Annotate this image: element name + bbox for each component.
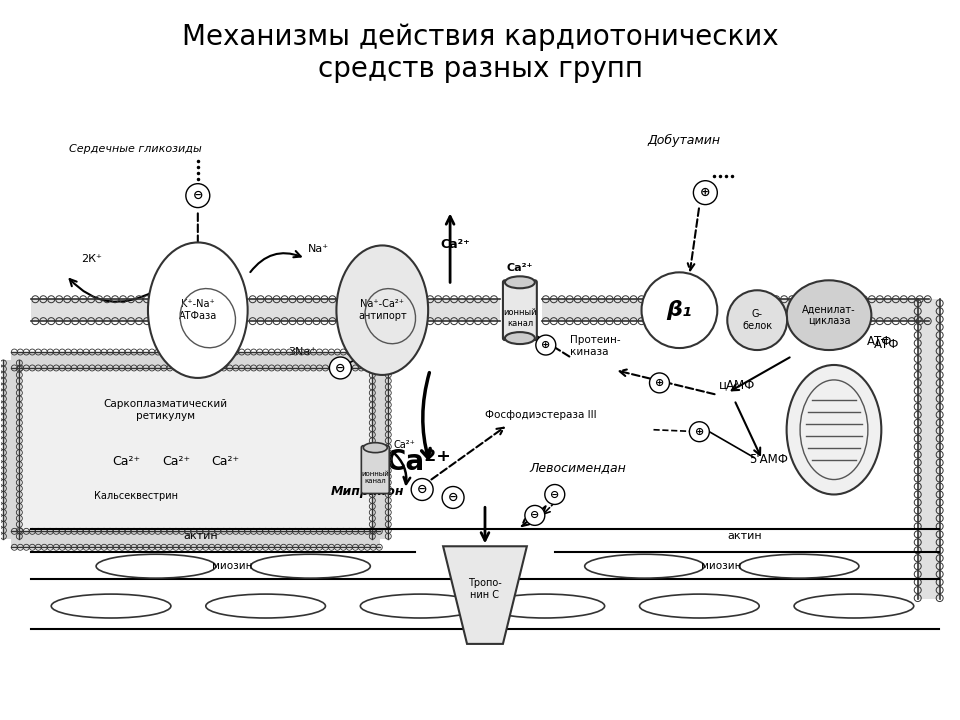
Text: ⊖: ⊖ bbox=[447, 491, 458, 504]
Circle shape bbox=[545, 485, 564, 505]
Ellipse shape bbox=[363, 443, 387, 453]
Ellipse shape bbox=[205, 594, 325, 618]
Text: Na⁺: Na⁺ bbox=[308, 244, 329, 254]
Text: ⊖: ⊖ bbox=[530, 510, 540, 521]
Text: Ca²⁺: Ca²⁺ bbox=[507, 264, 533, 274]
FancyBboxPatch shape bbox=[361, 446, 389, 493]
Ellipse shape bbox=[336, 246, 428, 375]
Text: АТФ: АТФ bbox=[874, 338, 900, 351]
Text: миозин: миозин bbox=[212, 561, 253, 571]
Text: ⊖: ⊖ bbox=[335, 361, 346, 374]
Circle shape bbox=[650, 373, 669, 393]
Text: ⊖: ⊖ bbox=[417, 483, 427, 496]
Text: Сердечные гликозиды: Сердечные гликозиды bbox=[69, 144, 202, 154]
Circle shape bbox=[728, 290, 787, 350]
Text: ионный
канал: ионный канал bbox=[361, 471, 389, 484]
Ellipse shape bbox=[639, 594, 759, 618]
Circle shape bbox=[443, 487, 464, 508]
Circle shape bbox=[693, 181, 717, 204]
Text: Мипринон: Мипринон bbox=[330, 485, 404, 498]
Text: Кальсеквестрин: Кальсеквестрин bbox=[94, 492, 178, 501]
Ellipse shape bbox=[786, 365, 881, 495]
Text: Добутамин: Добутамин bbox=[647, 135, 721, 148]
Ellipse shape bbox=[585, 554, 705, 578]
Text: Протеин-
киназа: Протеин- киназа bbox=[569, 336, 620, 357]
Bar bbox=[12, 531, 380, 547]
Text: ⊕: ⊕ bbox=[695, 427, 704, 437]
Bar bbox=[12, 360, 380, 539]
Text: Ca²⁺: Ca²⁺ bbox=[385, 448, 451, 476]
Text: 2К⁺: 2К⁺ bbox=[81, 254, 102, 264]
Ellipse shape bbox=[786, 280, 872, 350]
Ellipse shape bbox=[505, 276, 535, 288]
Ellipse shape bbox=[505, 332, 535, 344]
Text: β₁: β₁ bbox=[666, 300, 692, 320]
Text: цАМФ: цАМФ bbox=[719, 378, 756, 391]
Circle shape bbox=[186, 184, 210, 207]
Circle shape bbox=[641, 272, 717, 348]
Text: 3Na⁺: 3Na⁺ bbox=[288, 347, 317, 357]
Text: ⊖: ⊖ bbox=[550, 490, 560, 500]
Ellipse shape bbox=[360, 594, 480, 618]
Text: Механизмы действия кардиотонических
средств разных групп: Механизмы действия кардиотонических сред… bbox=[181, 23, 779, 84]
Text: Ca²⁺: Ca²⁺ bbox=[211, 454, 240, 467]
Text: ⊕: ⊕ bbox=[700, 186, 710, 199]
Ellipse shape bbox=[485, 594, 605, 618]
Text: АТФ: АТФ bbox=[867, 335, 893, 348]
FancyBboxPatch shape bbox=[503, 280, 537, 340]
Circle shape bbox=[411, 479, 433, 500]
Text: Ca²⁺: Ca²⁺ bbox=[441, 238, 470, 251]
Ellipse shape bbox=[96, 554, 216, 578]
Text: K⁺-Na⁺
АТФаза: K⁺-Na⁺ АТФаза bbox=[179, 300, 217, 321]
Bar bbox=[419, 300, 500, 321]
Text: актин: актин bbox=[727, 531, 761, 541]
Ellipse shape bbox=[739, 554, 859, 578]
Bar bbox=[249, 300, 339, 321]
Bar bbox=[12, 352, 380, 368]
Text: G-
белок: G- белок bbox=[742, 310, 772, 331]
Circle shape bbox=[689, 422, 709, 441]
Ellipse shape bbox=[148, 243, 248, 378]
Text: Na⁺-Ca²⁺
антипорт: Na⁺-Ca²⁺ антипорт bbox=[358, 300, 407, 321]
Circle shape bbox=[525, 505, 545, 526]
Text: ионный
канал: ионный канал bbox=[503, 308, 537, 328]
Circle shape bbox=[329, 357, 351, 379]
Text: Саркоплазматический
ретикулум: Саркоплазматический ретикулум bbox=[104, 399, 228, 420]
Text: Аденилат-
циклаза: Аденилат- циклаза bbox=[803, 305, 855, 326]
Bar bbox=[918, 300, 940, 599]
Text: Ca²⁺: Ca²⁺ bbox=[112, 454, 140, 467]
Bar bbox=[764, 300, 928, 321]
Bar bbox=[541, 300, 647, 321]
Text: Ca²⁺: Ca²⁺ bbox=[394, 440, 415, 450]
Text: Тропо-
нин С: Тропо- нин С bbox=[468, 578, 502, 600]
Bar bbox=[32, 300, 151, 321]
Ellipse shape bbox=[251, 554, 371, 578]
Text: Фосфодиэстераза III: Фосфодиэстераза III bbox=[485, 410, 596, 420]
Text: ⊕: ⊕ bbox=[655, 378, 664, 388]
Ellipse shape bbox=[51, 594, 171, 618]
Text: ⊕: ⊕ bbox=[541, 340, 550, 350]
Text: 5'АМФ: 5'АМФ bbox=[749, 453, 788, 466]
Bar bbox=[372, 360, 388, 539]
Text: актин: актин bbox=[183, 531, 218, 541]
Text: миозин: миозин bbox=[701, 561, 741, 571]
Circle shape bbox=[536, 335, 556, 355]
Polygon shape bbox=[444, 546, 527, 644]
Ellipse shape bbox=[794, 594, 914, 618]
Bar bbox=[4, 360, 19, 539]
Text: Ca²⁺: Ca²⁺ bbox=[162, 454, 190, 467]
Text: ⊖: ⊖ bbox=[193, 189, 204, 202]
Text: Левосимендан: Левосимендан bbox=[530, 461, 627, 474]
